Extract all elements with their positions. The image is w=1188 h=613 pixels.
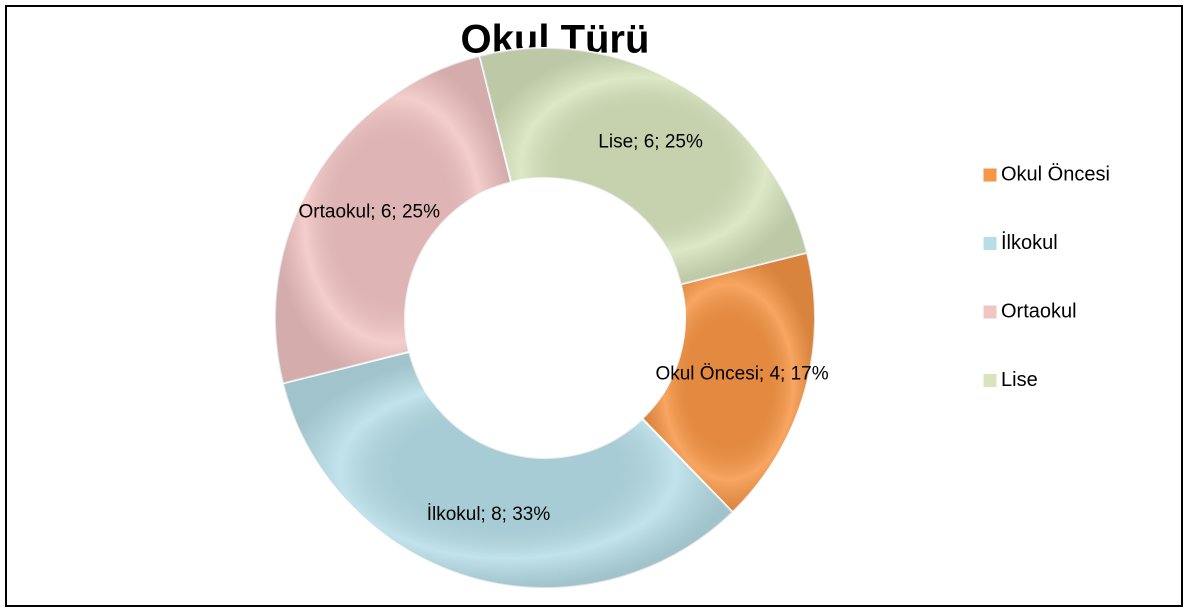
legend-label: Lise — [1001, 369, 1038, 391]
legend-marker — [982, 236, 998, 251]
data-label: Lise; 6; 25% — [598, 131, 703, 152]
legend-label: Okul Öncesi — [1001, 163, 1110, 185]
legend-marker — [982, 373, 998, 388]
data-label: Okul Öncesi; 4; 17% — [655, 364, 828, 385]
data-label: İlkokul; 8; 33% — [427, 504, 551, 525]
legend-marker — [982, 304, 998, 320]
legend-marker — [982, 167, 998, 183]
legend-label: İlkokul — [1001, 231, 1058, 254]
data-label: Ortaokul; 6; 25% — [299, 201, 441, 222]
legend-label: Ortaokul — [1001, 300, 1077, 322]
